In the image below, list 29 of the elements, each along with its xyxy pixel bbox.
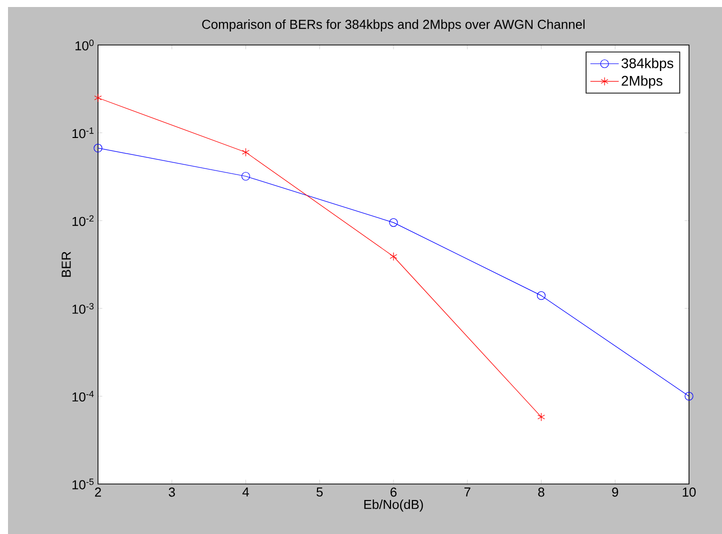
- point: [390, 252, 398, 261]
- x-tick-label: 6: [390, 488, 397, 497]
- point: [94, 94, 102, 102]
- y-tick-label: 10$^{-5}$: [72, 478, 94, 490]
- x-tick-label: 3: [168, 488, 175, 497]
- y-tick-label: 10$^{-4}$: [72, 390, 94, 402]
- x-tick-label: 5: [316, 488, 323, 497]
- x-tick-label: 10: [682, 488, 696, 497]
- legend-label: 384kbps: [622, 58, 674, 71]
- x-tick-label: 9: [612, 488, 618, 497]
- y-tick-label: 10$^{0}$: [76, 40, 94, 50]
- point: [94, 144, 102, 152]
- point: [242, 148, 250, 157]
- point: [537, 412, 546, 422]
- point: [241, 172, 250, 181]
- x-tick-label: 8: [538, 488, 544, 497]
- y-tick-label: 10$^{-3}$: [72, 303, 94, 314]
- x-tick-label: 2: [95, 488, 101, 497]
- x-tick-label: 4: [242, 488, 249, 496]
- point: [684, 392, 694, 401]
- x-axis-title: Eb/No(dB): [364, 500, 423, 512]
- y-tick-label: 10$^{-1}$: [72, 127, 94, 138]
- point: [389, 218, 398, 227]
- y-tick-label: 10$^{-2}$: [72, 215, 94, 226]
- point: [536, 291, 546, 300]
- x-tick-label: 7: [464, 488, 470, 496]
- legend-label: 2Mbps: [622, 76, 662, 89]
- y-axis-title: BER: [62, 252, 71, 277]
- chart-title: Comparison of BERs for 384kbps and 2Mbps over AWGN Channel: [202, 19, 585, 32]
